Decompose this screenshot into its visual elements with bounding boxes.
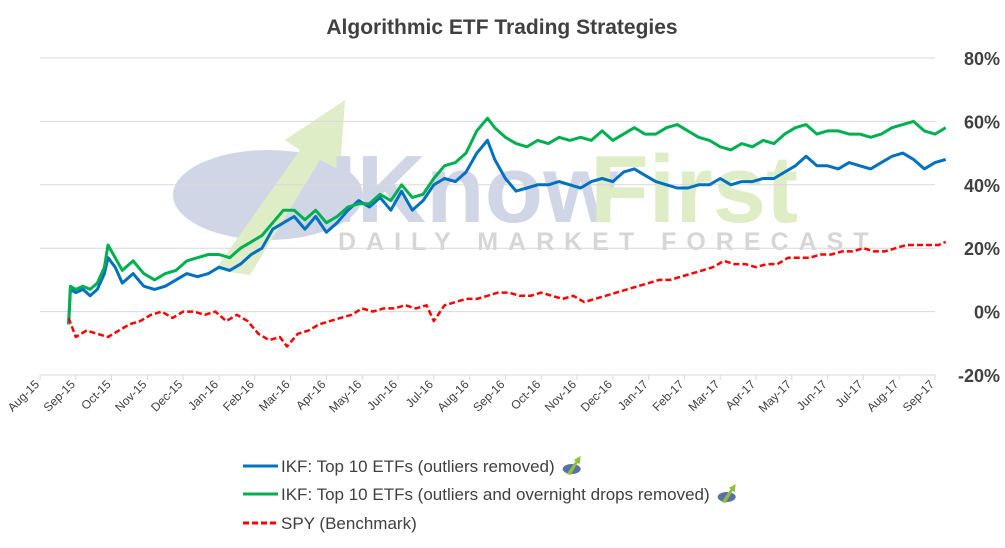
chart-title: Algorithmic ETF Trading Strategies xyxy=(326,16,677,39)
y-tick-label: -20% xyxy=(958,366,1000,386)
y-tick-label: 20% xyxy=(964,239,1000,259)
watermark-brand-b: First xyxy=(590,136,798,243)
iknowfirst-logo-icon xyxy=(562,456,581,475)
logo-arrow xyxy=(721,484,736,503)
y-tick-label: 60% xyxy=(964,112,1000,132)
series-line-spy xyxy=(67,240,947,348)
y-axis-ticks: -20% 0% 20% 40% 60% 80% xyxy=(958,49,1000,386)
y-tick-label: 0% xyxy=(974,303,1000,323)
series-line-ikf-outliers xyxy=(67,138,947,325)
series-line-ikf-overnight xyxy=(67,116,947,325)
series-lines xyxy=(67,116,947,348)
legend: IKF: Top 10 ETFs (outliers removed) IKF: … xyxy=(243,456,736,533)
watermark-arrow-icon xyxy=(215,100,345,275)
watermark-brand-a: IKnow xyxy=(330,136,618,243)
legend-label: IKF: Top 10 ETFs (outliers removed) xyxy=(281,457,555,476)
iknowfirst-logo-icon xyxy=(717,484,736,503)
y-tick-label: 40% xyxy=(964,176,1000,196)
logo-arrow xyxy=(566,456,581,475)
watermark-tagline: DAILY MARKET FORECAST xyxy=(338,228,879,256)
y-tick-label: 80% xyxy=(964,49,1000,69)
legend-label: SPY (Benchmark) xyxy=(281,514,417,533)
legend-label: IKF: Top 10 ETFs (outliers and overnight… xyxy=(281,485,710,504)
gridlines xyxy=(39,57,936,380)
